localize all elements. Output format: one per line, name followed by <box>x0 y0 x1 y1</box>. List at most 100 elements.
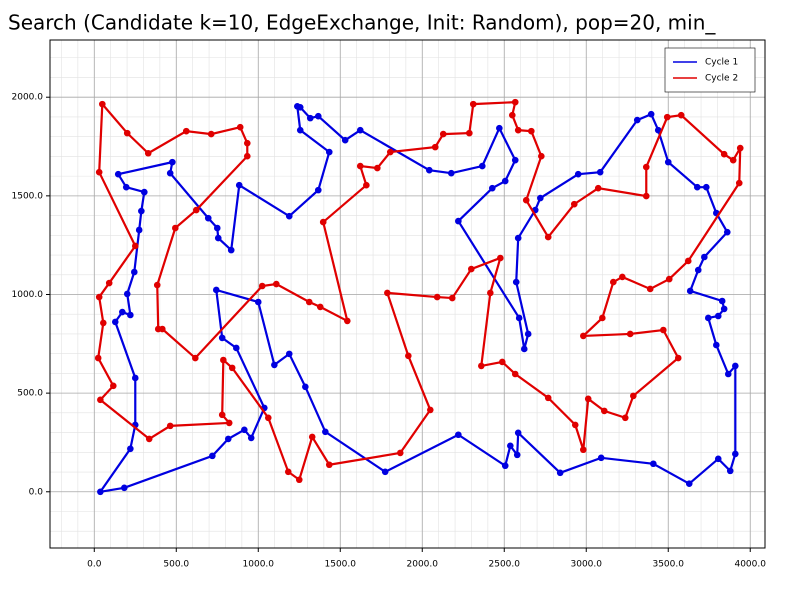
point <box>511 370 519 378</box>
point <box>514 429 522 437</box>
point <box>228 364 236 372</box>
point <box>296 103 304 111</box>
point <box>119 308 126 316</box>
point <box>426 166 433 174</box>
point <box>619 273 626 281</box>
point <box>314 186 322 194</box>
y-tick-label: 2000.0 <box>12 93 44 103</box>
point <box>302 383 309 391</box>
point <box>513 451 521 459</box>
point <box>647 110 655 118</box>
point <box>477 362 485 370</box>
point <box>712 341 720 349</box>
point <box>306 114 314 122</box>
point <box>642 163 650 171</box>
point <box>95 293 103 301</box>
point <box>405 352 412 360</box>
point <box>105 279 113 287</box>
point <box>144 149 152 157</box>
point <box>514 234 522 242</box>
point <box>140 188 148 196</box>
cycle-line <box>97 104 737 494</box>
point <box>325 148 333 156</box>
point <box>225 419 233 427</box>
point <box>574 170 582 178</box>
point <box>171 224 179 232</box>
point <box>308 433 316 441</box>
point <box>720 150 728 158</box>
legend-box <box>664 47 756 93</box>
point <box>131 242 139 250</box>
point <box>218 411 226 419</box>
point <box>701 253 708 261</box>
point <box>520 345 528 353</box>
point <box>524 330 532 338</box>
legend-label: Cycle 1 <box>705 58 738 68</box>
x-tick-label: 1000.0 <box>243 560 275 570</box>
point <box>209 452 216 460</box>
point <box>295 476 303 484</box>
point <box>130 268 138 276</box>
point <box>95 168 103 176</box>
point <box>232 344 240 352</box>
point <box>273 280 280 288</box>
point <box>212 286 220 294</box>
point <box>663 113 671 121</box>
point <box>729 156 737 164</box>
legend-label: Cycle 2 <box>705 74 738 84</box>
point <box>153 281 161 289</box>
point <box>182 127 190 135</box>
point <box>594 184 602 192</box>
point <box>243 139 251 147</box>
point <box>610 278 617 286</box>
point <box>684 257 692 265</box>
point <box>220 356 227 364</box>
point <box>285 350 293 358</box>
point <box>522 196 530 204</box>
y-tick-label: 1500.0 <box>12 191 44 201</box>
point <box>633 116 641 124</box>
point <box>94 354 102 362</box>
point <box>579 332 587 340</box>
point <box>145 435 153 443</box>
point <box>724 370 732 378</box>
point <box>714 312 722 320</box>
point <box>674 354 682 362</box>
point <box>384 289 391 297</box>
point <box>316 303 324 311</box>
point <box>447 169 455 177</box>
point <box>341 136 349 144</box>
point <box>99 100 106 108</box>
point <box>439 130 447 138</box>
point <box>511 98 519 106</box>
point <box>579 446 587 454</box>
point <box>488 184 496 192</box>
point <box>214 234 222 242</box>
point <box>97 396 104 404</box>
point <box>114 170 122 178</box>
point <box>111 318 119 326</box>
point <box>386 148 394 156</box>
point <box>254 298 262 306</box>
point <box>650 460 657 468</box>
point <box>507 442 514 450</box>
point <box>597 454 605 462</box>
point <box>544 233 552 241</box>
point <box>455 217 462 225</box>
point <box>258 282 266 290</box>
point <box>363 181 370 189</box>
point <box>455 431 462 439</box>
point <box>344 317 351 325</box>
legend: Cycle 1 Cycle 2 <box>664 47 756 93</box>
point <box>466 129 473 137</box>
point <box>122 183 130 191</box>
point <box>204 214 212 222</box>
x-tick-label: 0.0 <box>87 560 102 570</box>
point <box>469 100 477 108</box>
point <box>431 143 439 151</box>
point <box>508 111 516 119</box>
x-tick-label: 3500.0 <box>652 560 684 570</box>
x-tick-label: 3000.0 <box>571 560 603 570</box>
point <box>235 181 243 189</box>
